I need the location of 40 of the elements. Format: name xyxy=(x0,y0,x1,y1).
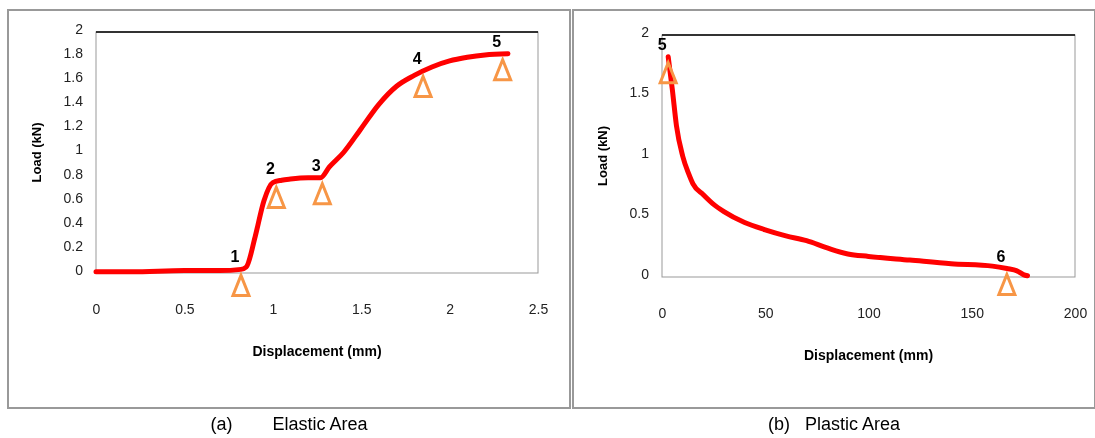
x-tick-label: 0 xyxy=(658,304,667,321)
annotation: 4 xyxy=(412,49,422,67)
y-tick-label: 0 xyxy=(641,265,650,282)
x-tick-label: 150 xyxy=(960,304,985,321)
x-axis-title: Displacement (mm) xyxy=(803,347,934,363)
y-tick-label: 2 xyxy=(641,23,650,40)
y-tick-label: 0 xyxy=(75,261,84,278)
x-tick-label: 50 xyxy=(757,304,774,321)
y-tick-label: 1.6 xyxy=(63,69,84,86)
y-tick-label: 0.8 xyxy=(63,165,84,182)
annotation: 5 xyxy=(657,35,667,53)
x-tick-label: 100 xyxy=(857,304,881,321)
y-tick-label: 1.2 xyxy=(63,117,84,134)
y-axis-title: Load (kN) xyxy=(29,122,44,183)
y-tick-label: 1.8 xyxy=(63,45,84,61)
text: (b) Plastic Area xyxy=(767,414,902,434)
y-tick-label: 0.6 xyxy=(63,189,84,206)
x-axis-title: Displacement (mm) xyxy=(252,343,382,359)
y-tick-label: 1 xyxy=(75,141,84,158)
y-tick-label: 1.4 xyxy=(63,93,84,110)
y-axis-title: Load (kN) xyxy=(595,126,610,186)
y-tick-label: 0.4 xyxy=(63,213,84,230)
annotation: 5 xyxy=(492,32,502,50)
x-tick-label: 0 xyxy=(92,300,101,317)
x-tick-label: 200 xyxy=(1063,304,1088,321)
x-tick-label: 0.5 xyxy=(175,300,195,317)
annotation: 2 xyxy=(265,160,275,178)
annotation: 3 xyxy=(311,156,321,174)
y-tick-label: 1 xyxy=(641,144,650,161)
x-tick-label: 1.5 xyxy=(351,300,372,317)
annotation: 6 xyxy=(996,247,1006,265)
annotation: 1 xyxy=(230,248,240,266)
y-tick-label: 0.5 xyxy=(629,205,650,222)
x-tick-label: 1 xyxy=(269,300,278,317)
y-tick-label: 0.2 xyxy=(63,237,84,254)
x-tick-label: 2.5 xyxy=(528,300,549,317)
y-tick-label: 2 xyxy=(75,20,84,37)
x-tick-label: 2 xyxy=(446,300,455,317)
y-tick-label: 1.5 xyxy=(629,84,650,101)
text: (a) Elastic Area xyxy=(210,414,369,434)
